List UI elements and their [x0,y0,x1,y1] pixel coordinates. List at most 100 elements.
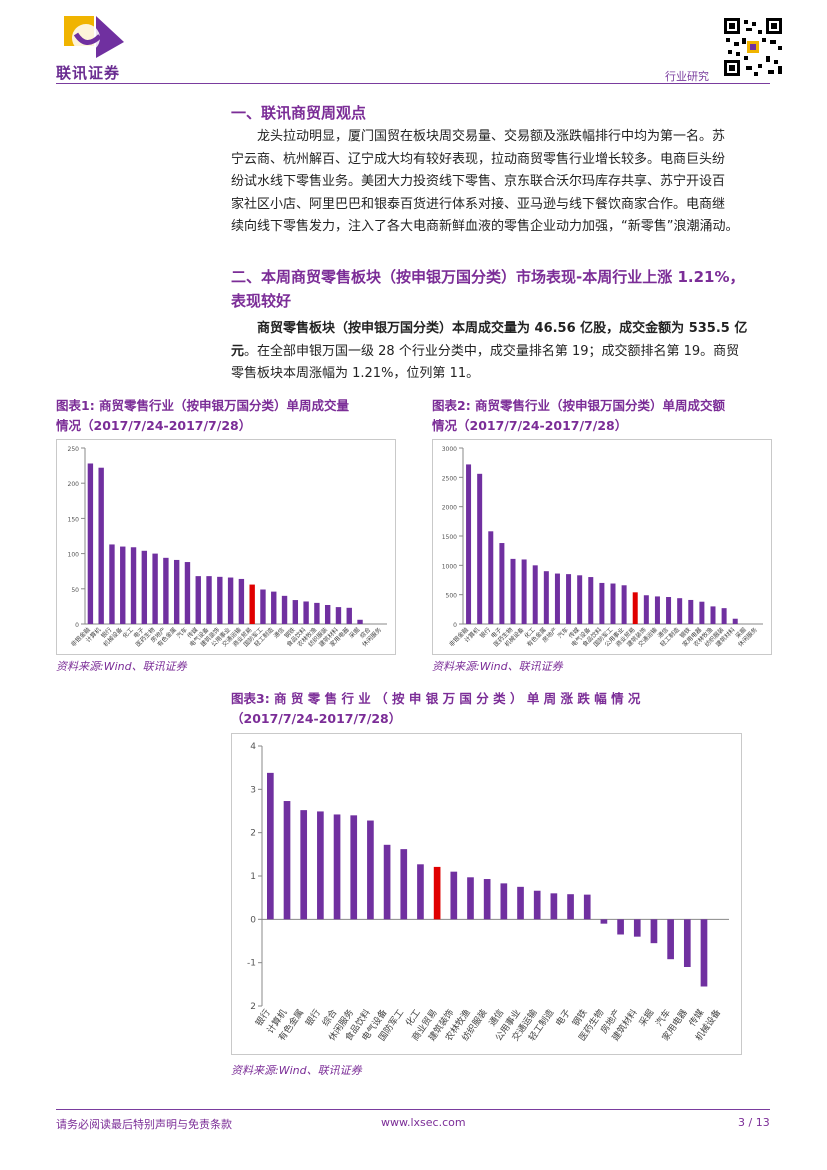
bar-highlight [433,866,441,920]
section1-heading: 一、联讯商贸周观点 [231,104,367,122]
bar [417,864,424,920]
section2-line: 元。在全部申银万国一级 28 个行业分类中，成交量排名第 19；成交额排名第 1… [231,341,776,364]
bar [521,559,527,624]
figure1-title: 图表1: 商贸零售行业（按申银万国分类）单周成交量 情况（2017/7/24-2… [56,396,416,436]
y-tick-label: 4 [250,742,256,752]
y-tick-label: 2500 [442,475,457,482]
bar [732,618,738,624]
bar [357,619,363,624]
bar [317,811,324,920]
y-tick-label: 0 [453,622,457,629]
section2-bold-line: 商贸零售板块（按申银万国分类）本周成交量为 46.56 亿股，成交金额为 535… [257,321,748,336]
bar [633,919,641,937]
report-category: 行业研究 [665,70,709,83]
figure3-title: 图表3: 商 贸 零 售 行 业 （ 按 申 银 万 国 分 类 ） 单 周 涨… [231,689,761,729]
bar [109,544,115,624]
section2-heading: 二、本周商贸零售板块（按申银万国分类）市场表现-本周行业上涨 1.21%， 表现… [231,265,776,313]
x-tick-label: 化工 [121,626,135,640]
x-tick-label: 汽车 [175,626,189,640]
y-tick-label: 1000 [442,563,457,570]
footer-divider [56,1109,770,1110]
section2-rest: 。在全部申银万国一级 28 个行业分类中，成交量排名第 19；成交额排名第 19… [244,343,740,359]
section2-paragraph: 商贸零售板块（按申银万国分类）本周成交量为 46.56 亿股，成交金额为 535… [231,318,776,386]
bar [466,464,472,624]
bar [721,608,727,624]
bar [350,815,358,920]
bar [217,576,223,624]
section1-line: 家社区小店、阿里巴巴和银泰百货进行体系对接、亚马逊与线下餐饮商家合作。电商继 [231,196,726,212]
bar [281,595,288,624]
bar [517,886,524,920]
header-divider [56,83,770,84]
bar [643,595,649,624]
bar [238,578,245,624]
y-tick-label: 1500 [442,534,457,541]
bar [700,919,708,987]
bar [677,598,683,624]
bar [450,871,458,920]
bar-highlight [632,592,638,624]
figure3-source: 资料来源:Wind、联讯证券 [231,1064,362,1077]
bar [333,814,341,920]
bar [383,844,391,920]
bar [566,574,572,624]
bar [500,883,508,920]
bar [152,553,158,624]
bar [314,602,320,624]
bar [184,562,191,624]
bar [267,772,274,920]
section1-line: 龙头拉动明显，厦门国贸在板块周交易量、交易额及涨跌幅排行中均为第一名。苏 [257,129,726,144]
y-tick-label: 100 [68,552,80,559]
figure2-title-line: 图表2: 商贸零售行业（按申银万国分类）单周成交额 [432,398,726,413]
bar [206,576,212,624]
figure2-chart: 050010001500200025003000非银金融计算机银行电子医药生物机… [442,446,763,648]
figure1-source: 资料来源:Wind、联讯证券 [56,660,187,673]
bar [583,894,591,920]
bar [130,547,137,624]
y-tick-label: 200 [68,481,80,488]
bar [554,573,560,624]
footer-disclaimer[interactable]: 请务必阅读最后特别声明与免责条款 [56,1118,232,1131]
bar [710,606,716,624]
section2-heading-line: 二、本周商贸零售板块（按申银万国分类）市场表现-本周行业上涨 1.21%， [231,268,745,286]
y-tick-label: 250 [68,446,80,453]
bar [588,577,594,624]
bar [610,583,616,624]
x-tick-label: 银行 [303,1007,323,1029]
bar [195,576,201,624]
figure3-title-line: 图表3: 商 贸 零 售 行 业 （ 按 申 银 万 国 分 类 ） 单 周 涨… [231,691,641,706]
logo [54,12,134,66]
footer-website[interactable]: www.lxsec.com [381,1116,466,1129]
bar [292,600,299,624]
figure1-chart-box: 0 50 100 150 200 250 非银金融 计算机 银行 机械设备 化工 电子 医药生物 房地产有… [56,439,396,655]
y-tick-label: 2000 [442,505,457,512]
figure3-chart: 2-101234银行计算机有色金属银行综合休闲服务食品饮料电气设备国防军工化工商… [247,742,729,1043]
y-tick-label: 0 [75,622,79,629]
y-tick-label: 500 [446,593,458,600]
bar [577,575,583,624]
bar [173,559,180,624]
bar [335,607,342,624]
bar [271,591,277,624]
y-tick-label: 2 [250,1002,256,1012]
figure2-chart-box: 0 500 1000 1500 2000 2500 3000 非银金融 计算机 银行 电子 医药生物机… [432,439,772,655]
bar [483,879,491,920]
x-tick-label: 汽车 [556,626,570,640]
bar [654,596,660,624]
figure2-title: 图表2: 商贸零售行业（按申银万国分类）单周成交额 情况（2017/7/24-2… [432,396,792,436]
y-tick-label: 2 [250,829,256,839]
figure2-title-line: 情况（2017/7/24-2017/7/28） [432,418,628,433]
section2-line: 零售板块本周涨幅为 1.21%，位列第 11。 [231,366,480,381]
bar [510,558,516,624]
bar [599,582,605,624]
bar [543,571,549,624]
bar [488,531,494,624]
bar [163,557,169,624]
y-tick-label: 150 [68,516,80,523]
bar [650,919,658,944]
bar [567,894,574,920]
section1-line: 续向线下零售发力，注入了各大电商新鲜血液的零售企业动力加强，“新零售”浪潮涌动。 [231,219,739,234]
figure1-chart: 050100150200250非银金融计算机银行机械设备化工电子医药生物房地产有… [68,446,387,648]
bar [699,601,705,624]
y-tick-label: -1 [247,959,256,969]
